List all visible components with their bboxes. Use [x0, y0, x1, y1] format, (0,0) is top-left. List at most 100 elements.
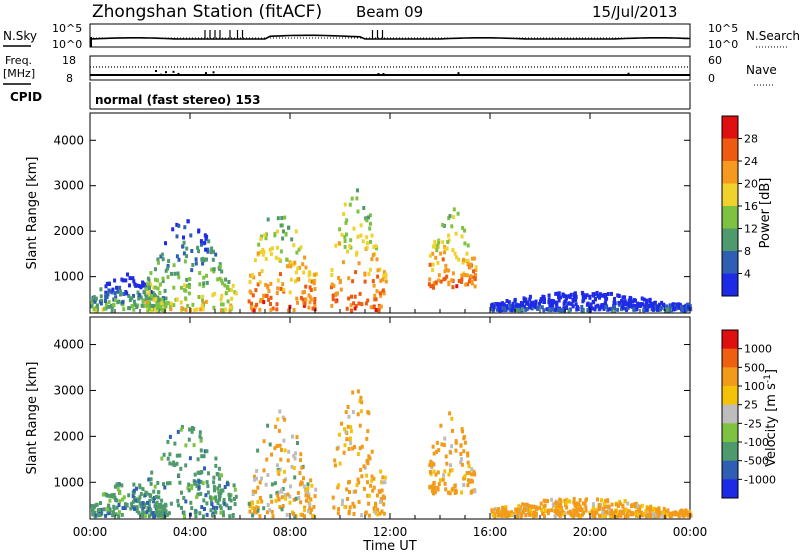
echo-cell: [182, 235, 185, 240]
echo-cell: [262, 439, 266, 444]
echo-cell: [343, 244, 347, 249]
echo-cell: [656, 305, 660, 309]
echo-cell: [634, 501, 638, 506]
echo-cell: [470, 479, 474, 484]
echo-cell: [280, 216, 284, 220]
echo-cell: [578, 498, 582, 503]
echo-cell: [263, 233, 267, 238]
echo-cell: [460, 462, 464, 467]
echo-cell: [212, 305, 216, 310]
echo-cell: [596, 497, 599, 502]
echo-cell: [593, 508, 597, 513]
freq-frame: [89, 55, 691, 81]
echo-cell: [497, 513, 501, 518]
echo-cell: [443, 276, 447, 281]
echo-cell: [276, 286, 280, 291]
velocity-frame: [89, 316, 691, 520]
echo-cell: [281, 415, 285, 420]
echo-cell: [496, 509, 500, 514]
nsky-right-tick-top: 10^5: [708, 22, 738, 35]
echo-cell: [371, 253, 375, 257]
echo-cell: [508, 304, 512, 308]
echo-cell: [590, 306, 594, 311]
echo-cell: [173, 463, 177, 468]
echo-cell: [264, 482, 268, 487]
echo-cell: [613, 301, 617, 306]
echo-cell: [626, 501, 630, 506]
echo-cell: [215, 472, 219, 476]
echo-cell: [116, 300, 120, 305]
echo-cell: [343, 239, 347, 244]
echo-cell: [175, 461, 179, 466]
nsky-strip: N.Sky 10^5 10^0 10^5 10^0 N.Search: [3, 22, 800, 51]
echo-cell: [152, 499, 156, 504]
echo-cell: [214, 456, 218, 461]
echo-cell: [131, 494, 135, 499]
echo-cell: [232, 483, 236, 488]
echo-cell: [220, 308, 223, 313]
echo-cell: [584, 505, 588, 510]
echo-cell: [358, 423, 362, 428]
echo-cell: [275, 307, 279, 312]
echo-cell: [250, 273, 254, 278]
date-label: 15/Jul/2013: [592, 3, 677, 21]
echo-cell: [126, 272, 129, 277]
echo-cell: [492, 304, 496, 309]
echo-cell: [382, 502, 386, 507]
colorbar-tick-label: 28: [744, 133, 758, 146]
echo-cell: [369, 221, 372, 226]
colorbar-tick-label: 16: [744, 200, 758, 213]
colorbar-tick-label: 8: [744, 245, 751, 258]
echo-cell: [440, 442, 444, 447]
echo-cell: [158, 503, 162, 508]
echo-cell: [349, 238, 353, 243]
echo-cell: [574, 302, 578, 307]
echo-cell: [225, 503, 229, 508]
echo-cell: [524, 513, 528, 518]
echo-cell: [132, 482, 136, 487]
echo-cell: [551, 300, 555, 305]
echo-cell: [462, 257, 466, 262]
echo-cell: [132, 299, 136, 304]
echo-cell: [266, 473, 270, 477]
cpid-strip: CPID normal (fast stereo) 153: [10, 82, 691, 110]
echo-cell: [558, 513, 562, 518]
echo-cell: [470, 281, 474, 286]
echo-cell: [228, 505, 232, 510]
echo-cell: [353, 294, 357, 299]
echo-cell: [213, 508, 217, 513]
echo-cell: [567, 308, 571, 313]
echo-cell: [532, 514, 536, 519]
echo-cell: [365, 473, 369, 478]
echo-cell: [271, 514, 275, 519]
echo-cell: [540, 305, 544, 310]
echo-cell: [384, 274, 388, 279]
echo-cell: [207, 471, 210, 476]
freq-label: Freq.: [5, 54, 32, 67]
echo-cell: [210, 502, 214, 507]
echo-cell: [384, 272, 388, 277]
echo-cell: [362, 464, 366, 469]
echo-cell: [382, 274, 386, 279]
echo-cell: [151, 497, 155, 501]
echo-cell: [199, 307, 203, 312]
echo-cell: [538, 505, 542, 510]
echo-cell: [191, 302, 195, 307]
echo-cell: [182, 251, 186, 256]
echo-cell: [177, 503, 180, 508]
echo-cell: [295, 435, 299, 440]
echo-cell: [547, 508, 550, 513]
echo-cell: [295, 296, 299, 301]
echo-cell: [612, 514, 616, 518]
freq-point: [155, 70, 157, 73]
echo-cell: [172, 285, 176, 290]
echo-cell: [276, 417, 280, 422]
echo-cell: [219, 488, 223, 493]
echo-cell: [136, 290, 140, 295]
echo-cell: [107, 300, 111, 305]
echo-cell: [312, 505, 316, 509]
echo-cell: [293, 475, 297, 480]
echo-cell: [565, 303, 568, 308]
echo-cell: [195, 483, 199, 488]
echo-cell: [251, 492, 255, 496]
